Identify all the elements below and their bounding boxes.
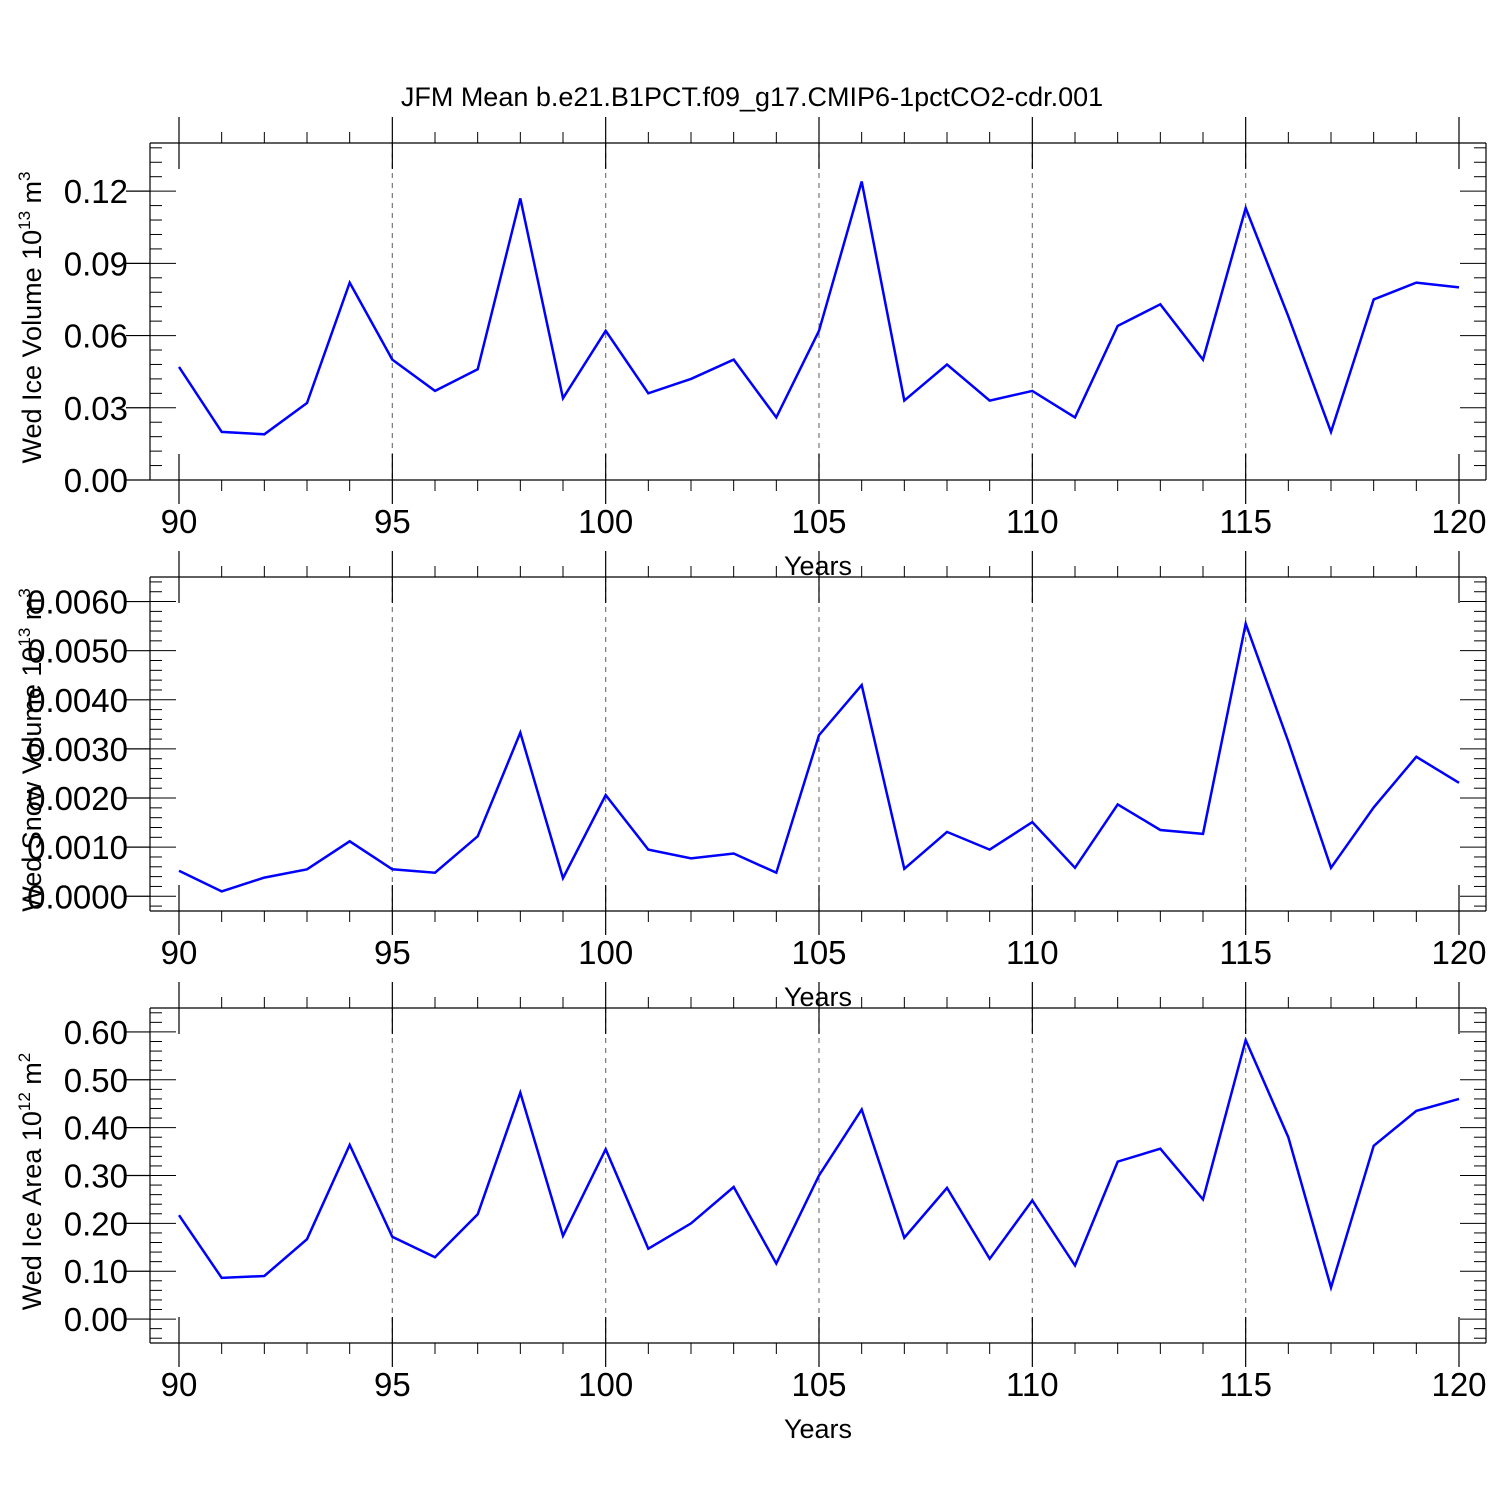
y-tick-label: 0.0030: [27, 731, 128, 768]
x-tick-label: 95: [374, 503, 411, 540]
y-tick-label: 0.40: [64, 1110, 128, 1147]
y-tick-label: 0.0040: [27, 682, 128, 719]
x-tick-label: 90: [161, 1366, 198, 1403]
x-tick-label: 115: [1219, 1366, 1272, 1403]
y-axis-label: Wed Snow Volume 1013 m3: [15, 588, 47, 912]
x-tick-label: 95: [374, 1366, 411, 1403]
y-axis-label: Wed Ice Volume 1013 m3: [15, 171, 47, 463]
x-tick-label: 120: [1431, 1366, 1486, 1403]
y-tick-label: 0.00: [64, 462, 128, 499]
panel-2: 90 95 100 105 110 115 120 0.0000 0.0010 0.0020 0.0…: [15, 551, 1487, 1012]
x-axis-label: Years: [784, 551, 852, 581]
figure-title: JFM Mean b.e21.B1PCT.f09_g17.CMIP6-1pctC…: [401, 82, 1103, 112]
x-tick-label: 120: [1431, 503, 1486, 540]
x-tick-label: 105: [791, 1366, 846, 1403]
x-axis-label: Years: [784, 982, 852, 1012]
y-tick-label: 0.00: [64, 1301, 128, 1338]
x-tick-label: 105: [791, 503, 846, 540]
y-tick-label: 0.0000: [27, 878, 128, 915]
x-tick-label: 110: [1006, 934, 1059, 971]
data-line: [177, 181, 1460, 436]
y-tick-label: 0.0020: [27, 780, 128, 817]
y-tick-label: 0.30: [64, 1158, 128, 1195]
panel-3: 90 95 100 105 110 115 120 0.00 0.10 0.20 0.30 0.40 0…: [15, 982, 1487, 1444]
x-tick-label: 100: [578, 1366, 633, 1403]
y-tick-label: 0.10: [64, 1253, 128, 1290]
x-tick-label: 110: [1006, 503, 1059, 540]
x-tick-label: 120: [1431, 934, 1486, 971]
panels-group: 90 95 100 105 110 115 120 0.00 0.03 0.06 0.09 0.12 Y…: [15, 117, 1487, 1444]
data-line: [178, 619, 1460, 893]
x-axis-label: Years: [784, 1414, 852, 1444]
x-tick-label: 105: [791, 934, 846, 971]
x-tick-label: 90: [161, 934, 198, 971]
x-tick-label: 95: [374, 934, 411, 971]
x-tick-label: 100: [578, 934, 633, 971]
y-axis-label: Wed Ice Area 1012 m2: [15, 1053, 47, 1311]
y-tick-label: 0.0010: [27, 829, 128, 866]
x-tick-label: 90: [161, 503, 198, 540]
y-tick-label: 0.60: [64, 1014, 128, 1051]
y-tick-label: 0.03: [64, 390, 128, 427]
x-tick-label: 115: [1219, 934, 1272, 971]
x-tick-label: 115: [1219, 503, 1272, 540]
y-tick-label: 0.0050: [27, 633, 128, 670]
y-tick-label: 0.12: [64, 173, 128, 210]
y-tick-label: 0.50: [64, 1062, 128, 1099]
x-tick-label: 100: [578, 503, 633, 540]
y-tick-label: 0.06: [64, 318, 128, 355]
y-tick-label: 0.20: [64, 1205, 128, 1242]
panel-1: 90 95 100 105 110 115 120 0.00 0.03 0.06 0.09 0.12 Y…: [15, 117, 1487, 581]
y-tick-label: 0.09: [64, 245, 128, 282]
data-line: [177, 1036, 1460, 1292]
x-tick-label: 110: [1006, 1366, 1059, 1403]
y-tick-label: 0.0060: [27, 584, 128, 621]
